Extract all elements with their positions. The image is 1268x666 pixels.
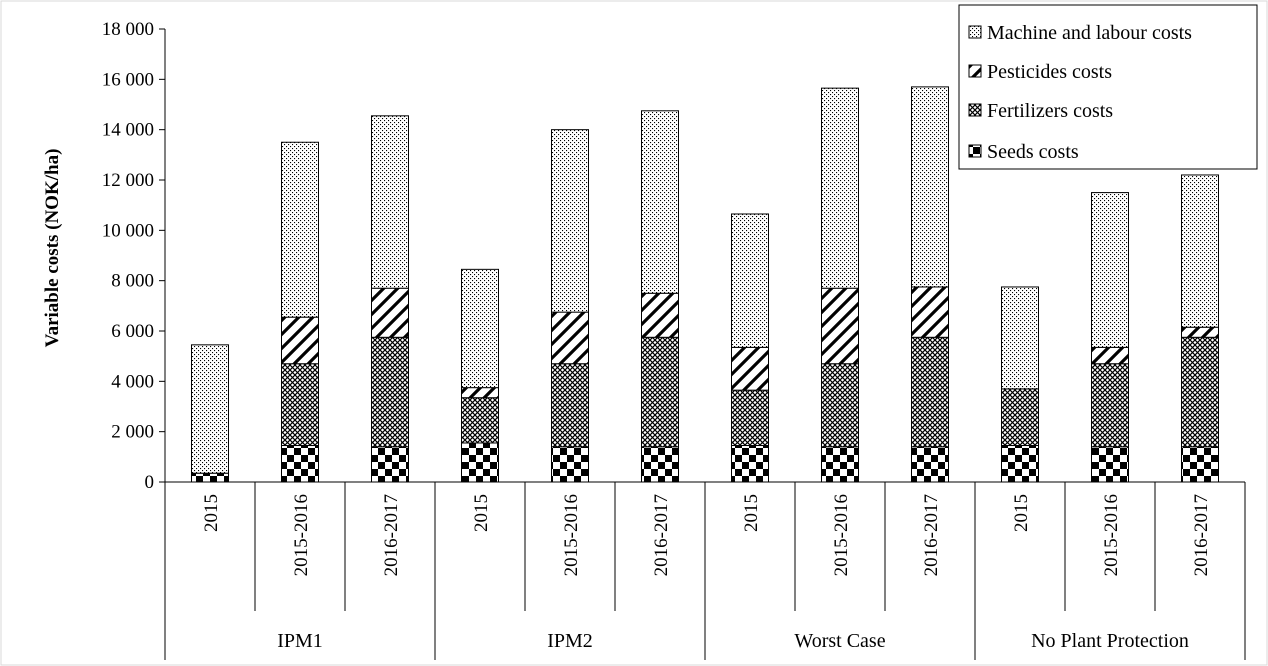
bar-segment-checker [821,446,859,483]
bar-segment-crosshatch [731,389,769,447]
x-group-label: No Plant Protection [1031,630,1189,652]
bar-segment-diagonal [1091,346,1129,365]
y-tick-label: 18 000 [102,19,154,40]
legend-swatch-dots [968,25,982,39]
bar-segment-diagonal [461,387,499,399]
bar-segment-checker [461,442,499,483]
x-category-label: 2015-2016 [831,494,852,576]
bar-segment-checker [731,445,769,483]
bar-segment-diagonal [281,316,319,365]
bar-segment-checker [551,446,589,483]
bar-segment-diagonal [1181,326,1219,338]
bar-segment-checker [1181,446,1219,483]
legend: Machine and labour costs Pesticides costs… [958,4,1258,170]
bar-segment-checker [281,445,319,483]
bar-segment-dots [731,213,769,348]
bar-segment-dots [551,129,589,313]
x-category-label: 2015-2016 [1101,494,1122,576]
legend-label: Machine and labour costs [987,22,1192,44]
legend-swatch-crosshatch [968,103,982,117]
y-tick-label: 16 000 [102,69,154,90]
x-category-label: 2015 [1011,494,1032,532]
bar-segment-dots [461,268,499,389]
x-category-label: 2015 [471,494,492,532]
bar-segment-diagonal [731,346,769,391]
bar-segment-crosshatch [911,336,949,448]
bar-segment-dots [1001,286,1039,390]
bar-segment-dots [911,86,949,288]
x-category-label: 2015-2016 [291,494,312,576]
y-tick-label: 4 000 [111,371,154,392]
y-axis: 0 2 000 4 000 6 000 8 000 10 000 12 000 14 000 1… [102,19,166,493]
bar-segment-dots [1091,192,1129,348]
y-tick-label: 0 [145,472,155,493]
x-group-label: IPM1 [277,630,323,652]
bar-segment-dots [281,141,319,318]
bar-segment-dots [371,115,409,289]
bar-segment-crosshatch [461,397,499,444]
bar-segment-diagonal [911,286,949,338]
bar-segment-dots [821,87,859,289]
bar-segment-diagonal [641,292,679,338]
bar-segment-crosshatch [641,336,679,448]
bar-segment-checker [1091,446,1129,483]
bar-segment-crosshatch [1181,336,1219,448]
legend-box [958,4,1258,170]
x-axis: 2015 2015-2016 2016-2017 2015 2015-2016 2016-… [164,481,1246,660]
y-tick-label: 2 000 [111,422,154,443]
legend-label: Fertilizers costs [987,100,1113,122]
x-category-label: 2015 [741,494,762,532]
x-category-label: 2016-2017 [1191,494,1212,576]
bar-segment-checker [911,446,949,483]
bar-segment-crosshatch [821,363,859,448]
bar-segment-diagonal [371,287,409,338]
y-tick-label: 14 000 [102,120,154,141]
bar-segment-checker [1001,445,1039,483]
bars [191,86,1219,483]
bar-segment-crosshatch [281,363,319,447]
bar-segment-diagonal [821,287,859,365]
bar-segment-crosshatch [551,363,589,448]
x-category-label: 2016-2017 [381,494,402,576]
legend-label: Pesticides costs [987,61,1112,83]
bar-segment-dots [1181,174,1219,328]
x-group-label: IPM2 [547,630,593,652]
bar-segment-checker [191,472,229,483]
legend-label: Seeds costs [987,141,1079,163]
bar-segment-dots [191,344,229,474]
bar-segment-diagonal [551,311,589,365]
x-category-label: 2015 [201,494,222,532]
bar-segment-checker [641,446,679,483]
y-axis-title: Variable costs (NOK/ha) [42,149,63,348]
x-group-label: Worst Case [794,630,885,652]
y-tick-label: 12 000 [102,170,154,191]
x-category-label: 2015-2016 [561,494,582,576]
bar-segment-crosshatch [371,336,409,448]
bar-segment-checker [371,446,409,483]
y-tick-label: 10 000 [102,220,154,241]
bar-segment-crosshatch [1001,388,1039,447]
bar-segment-dots [641,110,679,294]
x-category-label: 2016-2017 [921,494,942,576]
y-tick-label: 6 000 [111,321,154,342]
legend-swatch-checker [968,144,982,158]
bar-segment-crosshatch [1091,363,1129,448]
legend-swatch-diagonal [968,64,982,78]
x-category-label: 2016-2017 [651,494,672,576]
y-tick-label: 8 000 [111,271,154,292]
